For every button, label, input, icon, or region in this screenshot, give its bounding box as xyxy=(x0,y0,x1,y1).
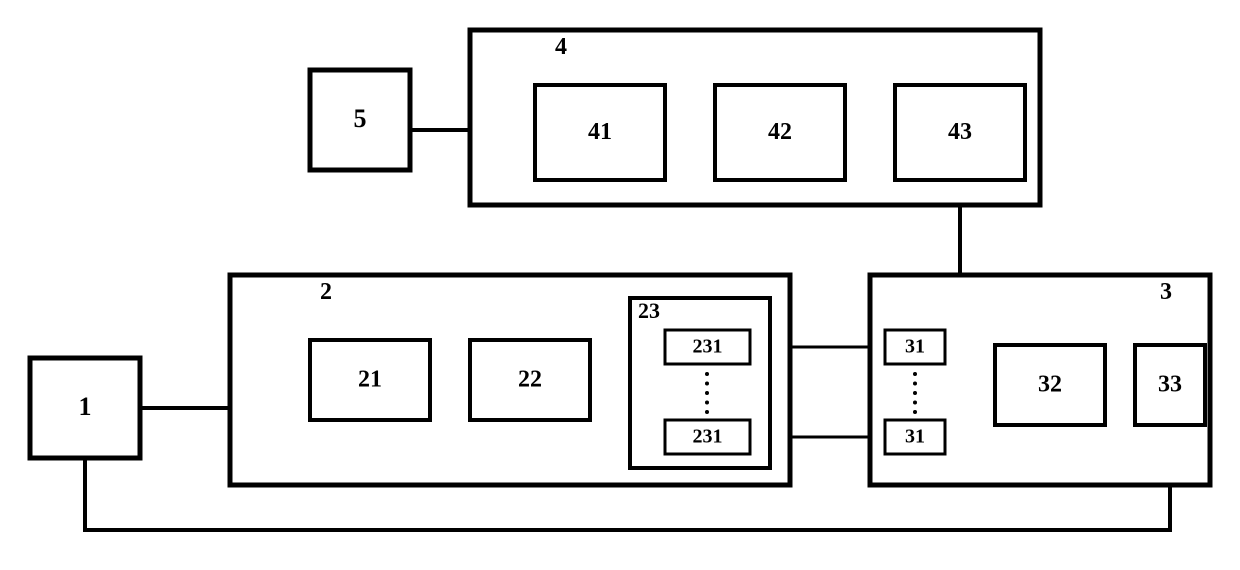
ellipsis-dot-0-1 xyxy=(705,382,709,386)
label-n231b: 231 xyxy=(693,426,723,448)
label-n42: 42 xyxy=(768,119,792,145)
label-n41: 41 xyxy=(588,119,612,145)
label-n22: 22 xyxy=(518,367,542,393)
ellipsis-dot-1-2 xyxy=(913,391,917,395)
label-n21: 21 xyxy=(358,367,382,393)
ellipsis-dot-1-0 xyxy=(913,372,917,376)
ellipsis-dot-1-4 xyxy=(913,410,917,414)
label-n1: 1 xyxy=(79,392,92,421)
label-n33: 33 xyxy=(1158,372,1182,398)
label-n43: 43 xyxy=(948,119,972,145)
ellipsis-dot-0-2 xyxy=(705,391,709,395)
ellipsis-dot-1-3 xyxy=(913,401,917,405)
ellipsis-dot-0-3 xyxy=(705,401,709,405)
label-g4: 4 xyxy=(555,34,567,60)
ellipsis-dot-0-4 xyxy=(705,410,709,414)
label-g2: 2 xyxy=(320,279,332,305)
label-n31a: 31 xyxy=(905,336,925,358)
label-n31b: 31 xyxy=(905,426,925,448)
block-diagram: 1 2 21 22 23 231 231 3 31 31 32 33 4 41 42 43 5 xyxy=(0,0,1240,570)
label-g3: 3 xyxy=(1160,279,1172,305)
label-g23: 23 xyxy=(638,298,660,323)
ellipsis-dot-0-0 xyxy=(705,372,709,376)
label-n5: 5 xyxy=(354,104,367,133)
ellipsis-dot-1-1 xyxy=(913,382,917,386)
label-n32: 32 xyxy=(1038,372,1062,398)
label-n231a: 231 xyxy=(693,336,723,358)
